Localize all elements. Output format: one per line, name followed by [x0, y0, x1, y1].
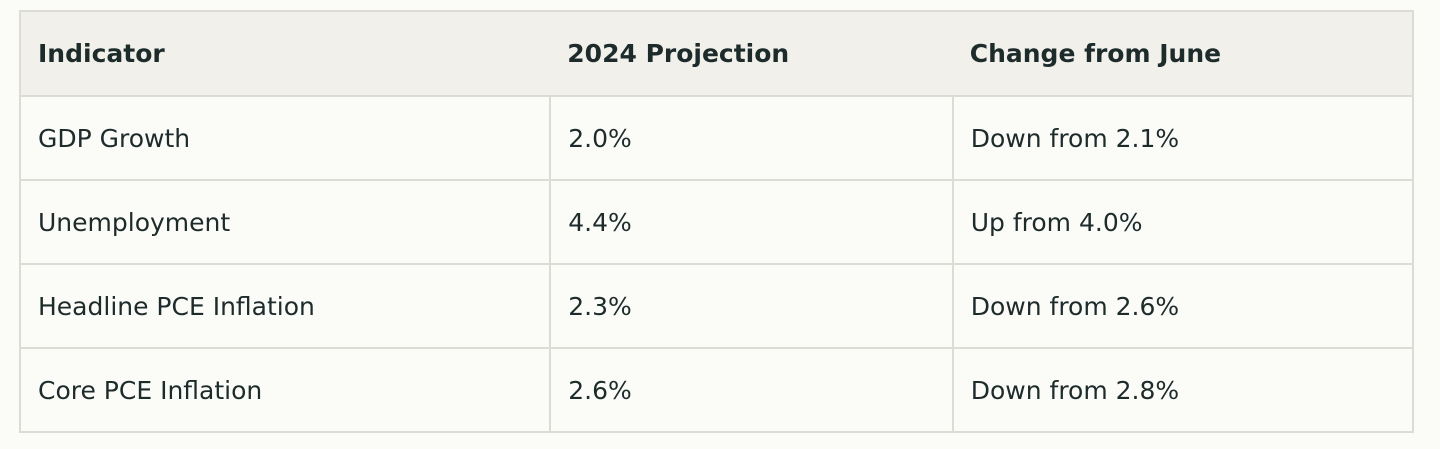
table-cell: Core PCE Inflation [20, 347, 551, 432]
table-row: GDP Growth 2.0% Down from 2.1% [20, 95, 1413, 180]
table-cell: 2.6% [549, 347, 953, 432]
table-cell: Down from 2.6% [951, 263, 1413, 348]
table-cell: 2.3% [549, 263, 953, 348]
table-row: Unemployment 4.4% Up from 4.0% [20, 179, 1413, 264]
header-cell: Indicator [20, 10, 551, 96]
table-cell: Headline PCE Inflation [20, 263, 551, 348]
table-row: Headline PCE Inflation 2.3% Down from 2.6% [20, 263, 1413, 348]
table-cell: Up from 4.0% [951, 179, 1413, 264]
header-cell: Change from June [952, 10, 1413, 96]
table-cell: 4.4% [549, 179, 953, 264]
table-body: GDP Growth 2.0% Down from 2.1% Unemployment… [20, 95, 1413, 432]
table-row: Core PCE Inflation 2.6% Down from 2.8% [20, 347, 1413, 432]
table-cell: GDP Growth [20, 95, 551, 180]
table-cell: 2.0% [549, 95, 953, 180]
header-row: Indicator 2024 Projection Change from June [20, 10, 1413, 96]
table-cell: Down from 2.1% [951, 95, 1413, 180]
data-table: Indicator 2024 Projection Change from June… [19, 10, 1414, 433]
header-cell: 2024 Projection [550, 10, 953, 96]
table-cell: Unemployment [20, 179, 551, 264]
table-cell: Down from 2.8% [951, 347, 1413, 432]
